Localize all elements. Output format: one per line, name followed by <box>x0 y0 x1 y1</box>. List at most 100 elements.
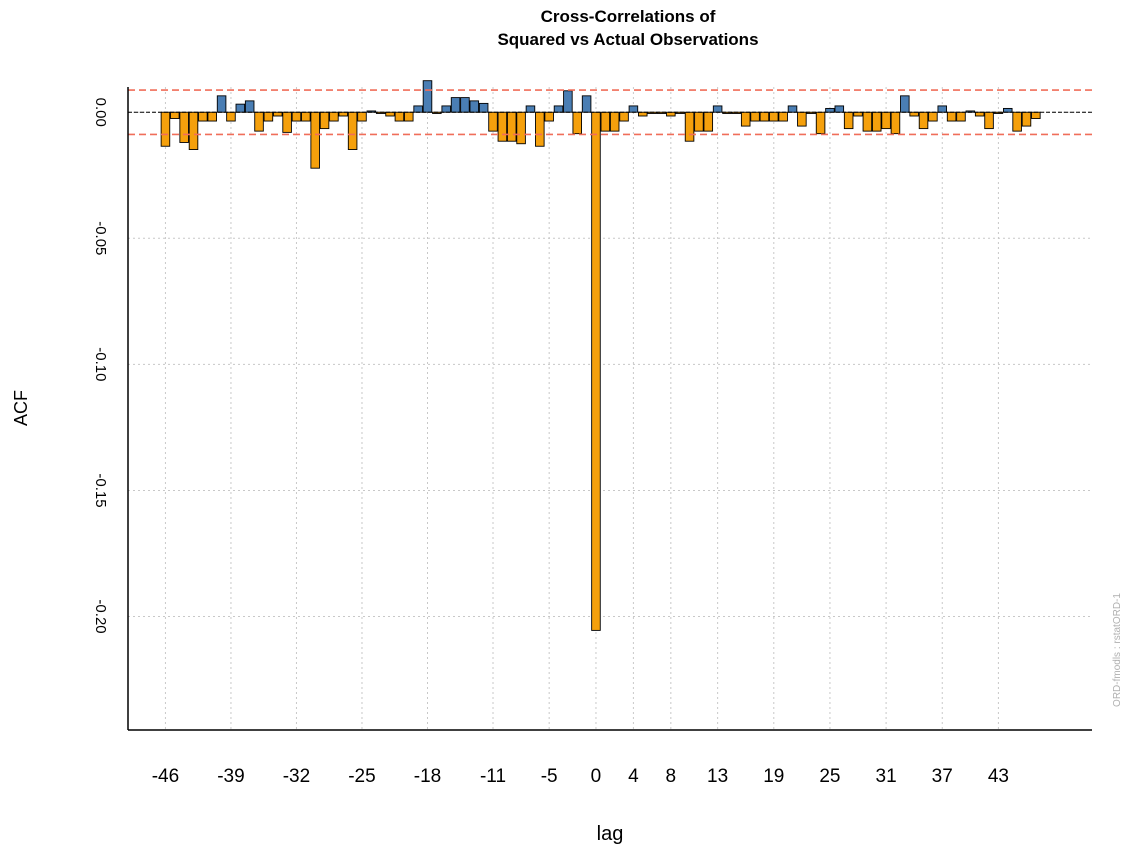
acf-bar <box>928 111 938 122</box>
watermark: ORD-fmodls : rstatORD-1 <box>1112 593 1123 707</box>
acf-bar <box>188 111 199 150</box>
acf-bar <box>581 95 592 113</box>
acf-bar <box>506 111 517 142</box>
acf-bar <box>797 111 807 127</box>
acf-bar <box>347 111 358 150</box>
acf-bar <box>553 105 564 113</box>
y-tick-label: -0.05 <box>92 221 109 255</box>
acf-bar <box>638 111 648 117</box>
acf-bar <box>263 111 274 122</box>
acf-bar <box>974 111 985 117</box>
grid-layer <box>128 87 1092 730</box>
acf-bar <box>600 111 611 132</box>
acf-bar <box>684 111 695 142</box>
acf-bar <box>834 105 845 113</box>
acf-bar <box>310 111 320 169</box>
acf-bar <box>216 95 227 113</box>
acf-bar <box>244 100 255 113</box>
acf-bar <box>235 103 246 113</box>
y-tick-label: -0.15 <box>92 473 109 507</box>
acf-bar <box>563 90 573 113</box>
acf-bar <box>843 111 854 130</box>
x-tick-label: -39 <box>217 766 244 787</box>
acf-bar <box>806 111 816 114</box>
acf-bar <box>740 111 751 127</box>
acf-bar <box>815 111 826 135</box>
x-tick-label: -25 <box>348 766 375 787</box>
x-tick-label: -18 <box>414 766 441 787</box>
acf-bar <box>609 111 620 132</box>
x-tick-label: -5 <box>541 766 558 787</box>
acf-bar <box>394 111 405 122</box>
acf-bar <box>787 105 798 113</box>
acf-bar <box>488 111 498 132</box>
x-axis-label: lag <box>597 823 624 845</box>
acf-bar <box>525 105 536 113</box>
acf-bar <box>778 111 788 122</box>
acf-bar <box>572 111 582 135</box>
y-tick-label: 0.00 <box>92 98 109 127</box>
acf-bar <box>179 111 189 143</box>
acf-bar <box>338 111 349 117</box>
acf-bar <box>1003 107 1013 113</box>
acf-bar <box>656 111 667 114</box>
x-tick-label: -46 <box>152 766 179 787</box>
acf-bar <box>853 111 863 117</box>
acf-bar <box>871 111 882 132</box>
acf-bar <box>357 111 367 122</box>
acf-bar <box>441 105 451 113</box>
x-tick-label: 43 <box>988 766 1009 787</box>
acf-bar <box>750 111 760 122</box>
acf-bar <box>712 105 723 113</box>
x-tick-label: 19 <box>763 766 784 787</box>
acf-bar <box>516 111 526 145</box>
x-tick-label: 37 <box>932 766 953 787</box>
acf-bar <box>984 111 994 130</box>
acf-bar <box>544 111 554 122</box>
acf-bar <box>497 111 508 142</box>
y-tick-label: -0.10 <box>92 347 109 381</box>
acf-bar <box>628 105 639 113</box>
x-tick-label: 13 <box>707 766 728 787</box>
y-axis-label: ACF <box>11 390 31 426</box>
acf-bar <box>918 111 929 130</box>
acf-bar <box>703 111 714 132</box>
reference-lines <box>128 89 1092 136</box>
acf-bar <box>1021 111 1032 127</box>
acf-bar <box>535 111 545 147</box>
acf-bar <box>759 111 770 122</box>
x-tick-label: 25 <box>819 766 840 787</box>
bars-layer <box>160 80 1041 631</box>
acf-bar <box>478 102 489 113</box>
acf-bar <box>469 100 480 113</box>
acf-bar <box>937 105 948 113</box>
acf-bar <box>422 80 433 113</box>
acf-bar <box>694 111 704 132</box>
acf-bar <box>946 111 957 122</box>
acf-bar <box>198 111 208 122</box>
acf-bar <box>301 111 311 122</box>
x-tick-label: -32 <box>283 766 310 787</box>
acf-bar <box>385 111 395 117</box>
acf-bar <box>900 95 910 113</box>
chart-title: Cross-Correlations of <box>541 7 716 26</box>
acf-bar <box>956 111 966 122</box>
acf-bar <box>591 111 601 631</box>
chart-subtitle: Squared vs Actual Observations <box>497 30 758 49</box>
acf-bar <box>282 111 292 133</box>
x-tick-label: 31 <box>876 766 897 787</box>
acf-bar <box>890 111 901 135</box>
y-tick-label: -0.20 <box>92 599 109 633</box>
acf-bar <box>450 97 461 113</box>
acf-bar <box>722 111 732 114</box>
x-tick-label: -11 <box>480 766 506 787</box>
acf-bar <box>170 111 180 119</box>
acf-bar <box>769 111 779 122</box>
acf-bar <box>881 111 891 130</box>
acf-bar <box>619 111 629 122</box>
acf-bar <box>291 111 302 122</box>
acf-bar <box>319 111 330 130</box>
x-tick-label: 4 <box>628 766 639 787</box>
acf-bar <box>862 111 873 132</box>
